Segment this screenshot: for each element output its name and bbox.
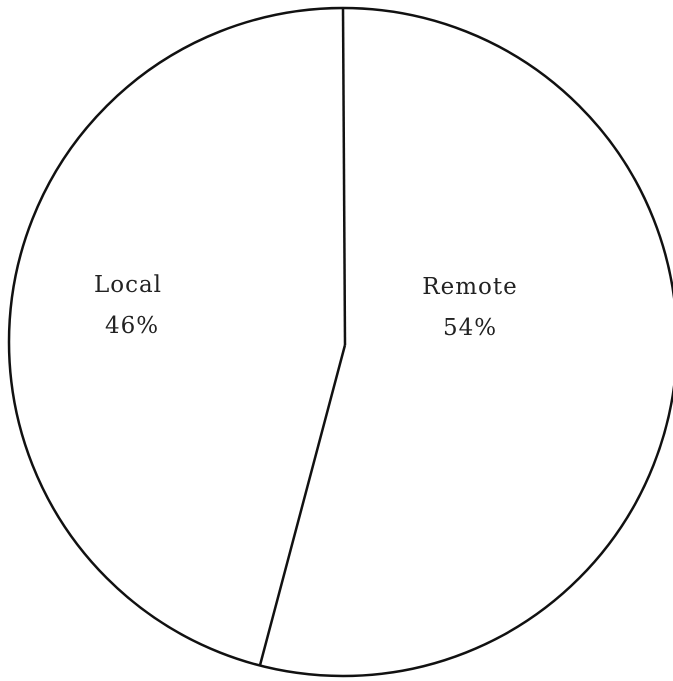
slice-label-local: Local: [94, 272, 162, 298]
slice-divider-top: [341, 7, 347, 346]
slice-divider-bottom: [258, 344, 347, 666]
slice-value-remote: 54%: [443, 315, 497, 341]
slice-label-remote: Remote: [422, 274, 517, 300]
slice-value-local: 46%: [105, 313, 159, 339]
pie-outline: [7, 6, 673, 678]
